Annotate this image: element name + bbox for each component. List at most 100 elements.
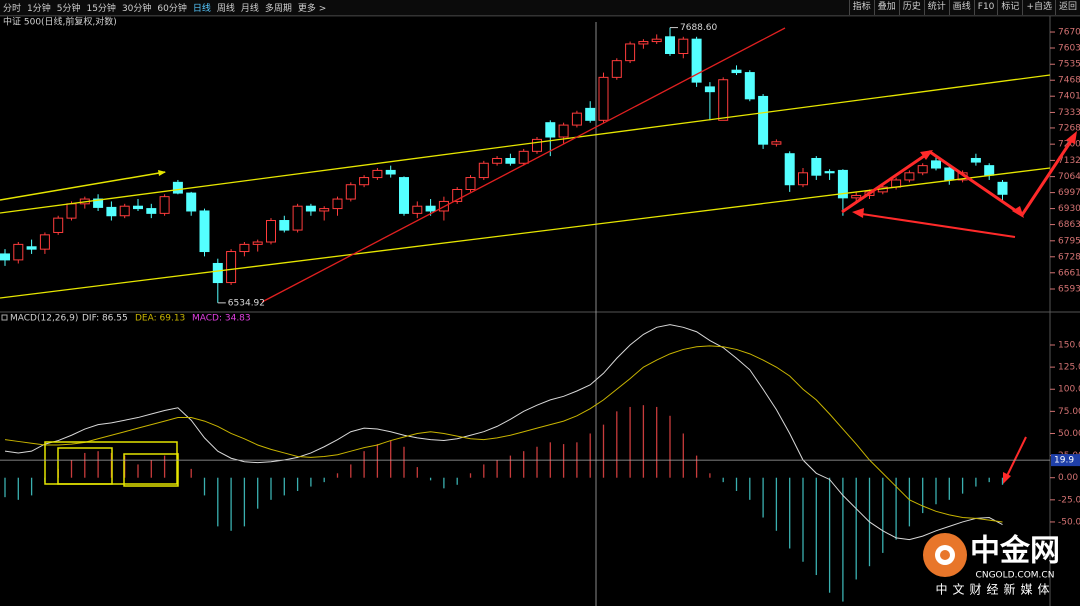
- y-tick-label: 6997: [1058, 188, 1080, 198]
- candle-body: [385, 169, 396, 175]
- y-tick-label: 7064: [1058, 172, 1080, 182]
- candle-body: [984, 165, 995, 176]
- trend-arrow: [841, 134, 1077, 218]
- arrow-head: [852, 208, 864, 218]
- candle-body: [651, 38, 662, 43]
- candle-body: [0, 253, 10, 261]
- tool-button[interactable]: 返回: [1054, 0, 1080, 15]
- y-tick-label: 7333: [1058, 108, 1080, 118]
- period-tab[interactable]: 1分钟: [27, 4, 51, 14]
- candle-body: [917, 165, 928, 174]
- period-tab[interactable]: 周线: [216, 4, 235, 14]
- candle-body: [106, 206, 117, 217]
- candle-body: [585, 107, 596, 121]
- tool-button[interactable]: 画线: [948, 0, 974, 15]
- candle-body: [545, 122, 556, 138]
- period-tab[interactable]: 5分钟: [56, 4, 81, 14]
- tool-button[interactable]: 标记: [997, 0, 1022, 15]
- annotation-label: 6534.92: [228, 298, 265, 308]
- legend-entry: DIF: 86.55: [82, 314, 128, 324]
- tool-button[interactable]: 历史: [898, 0, 924, 15]
- period-tab[interactable]: 60分钟: [157, 4, 187, 14]
- arrow-head: [1012, 206, 1024, 218]
- candle-body: [39, 234, 50, 250]
- period-tab[interactable]: 更多 >: [297, 4, 327, 14]
- arrow-head: [1066, 131, 1077, 144]
- legend-entry: MACD: 34.83: [192, 314, 251, 324]
- candle-body: [412, 205, 423, 214]
- candle-body: [505, 157, 516, 164]
- y-tick-label: 7132: [1058, 156, 1080, 166]
- candle-body: [678, 38, 689, 54]
- candle-body: [811, 157, 822, 176]
- candle-body: [532, 138, 542, 152]
- y-tick-label: 7535: [1058, 60, 1080, 70]
- candle-body: [226, 251, 237, 284]
- candle-body: [784, 153, 795, 186]
- y-tick-label: 7268: [1058, 123, 1080, 133]
- y-tick-label: 6661: [1058, 268, 1080, 278]
- y-tick-label: 50.00: [1058, 429, 1080, 439]
- trend-arrow: [0, 171, 166, 201]
- candle-body: [292, 205, 303, 231]
- y-tick-label: 125.00: [1058, 363, 1080, 373]
- y-tick-label: 150.00: [1058, 341, 1080, 351]
- candle-body: [199, 210, 210, 253]
- indicator-icon: [1, 314, 8, 321]
- tool-button[interactable]: 指标: [848, 0, 874, 15]
- candle-body: [465, 177, 476, 191]
- candle-body: [159, 196, 170, 214]
- candle-body: [53, 217, 64, 233]
- candle-body: [146, 208, 157, 214]
- y-tick-label: 7401: [1058, 92, 1080, 102]
- logo-slogan: 中文财经新媒体: [935, 582, 1054, 597]
- candle-body: [931, 160, 941, 169]
- candle-body: [904, 172, 915, 181]
- candle-body: [359, 177, 370, 186]
- tool-button[interactable]: 叠加: [873, 0, 899, 15]
- period-tab[interactable]: 月线: [240, 4, 259, 14]
- arrow-head: [1003, 472, 1011, 484]
- candle-body: [279, 220, 290, 231]
- candle-body: [851, 194, 862, 199]
- candle-body: [997, 181, 1008, 195]
- candle-body: [704, 86, 715, 93]
- tool-buttons: 指标 叠加 历史 统计 画线 F10 标记 +自选 返回: [848, 0, 1080, 15]
- candle-body: [970, 157, 981, 163]
- candle-body: [771, 141, 782, 145]
- highlight-box: [57, 447, 113, 485]
- candle-body: [691, 38, 702, 83]
- candle-body: [332, 198, 343, 210]
- candle-body: [399, 177, 409, 214]
- candle-body: [239, 243, 250, 253]
- trend-line: [0, 74, 1051, 214]
- period-tabs: 分时 1分钟 5分钟 15分钟 30分钟 60分钟 日线 周线 月线 多周期 更多 >: [0, 0, 329, 15]
- annotation-label: 7688.60: [680, 23, 717, 33]
- period-tab[interactable]: 日线: [192, 4, 211, 14]
- candle-body: [718, 79, 729, 121]
- tool-button[interactable]: +自选: [1022, 0, 1055, 15]
- candle-body: [798, 172, 808, 186]
- period-tab[interactable]: 15分钟: [86, 4, 116, 14]
- candle-body: [518, 150, 529, 164]
- indicator-title: MACD(12,26,9): [10, 314, 78, 324]
- period-tab[interactable]: 30分钟: [121, 4, 152, 14]
- candle-body: [478, 162, 489, 179]
- crosshair-box: [1051, 454, 1080, 467]
- arrow-head: [920, 150, 933, 160]
- candle-body: [133, 205, 143, 210]
- candle-body: [212, 262, 223, 284]
- chart-title: 中证 500(日线,前复权,对数): [3, 16, 117, 28]
- drawing-layer: 7688.60 6534.92 19.9: [0, 23, 1080, 487]
- candle-body: [186, 192, 197, 212]
- candle-body: [665, 36, 675, 54]
- tool-button[interactable]: F10: [973, 0, 998, 15]
- period-tab[interactable]: 分时: [3, 4, 22, 14]
- y-tick-label: 6728: [1058, 252, 1080, 262]
- y-tick-label: -50.00: [1058, 517, 1080, 527]
- candle-body: [93, 198, 104, 208]
- y-tick-label: 7670: [1058, 28, 1080, 38]
- period-tab[interactable]: 多周期: [264, 4, 292, 14]
- tool-button[interactable]: 统计: [923, 0, 949, 15]
- candle-body: [26, 246, 37, 250]
